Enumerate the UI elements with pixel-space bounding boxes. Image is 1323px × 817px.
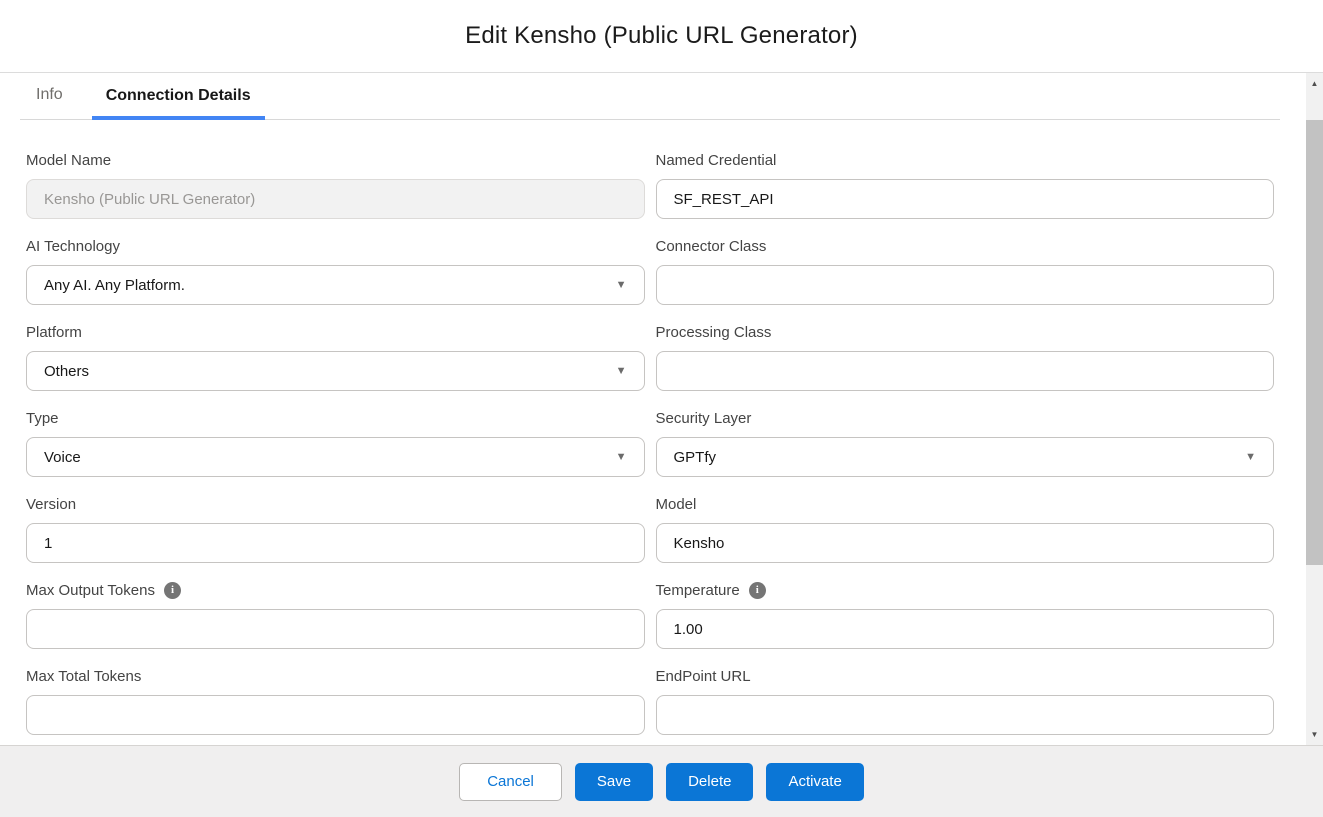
- ai-technology-selected-value: Any AI. Any Platform.: [44, 276, 185, 294]
- connector-class-input[interactable]: [655, 265, 1274, 305]
- chevron-down-icon: ▼: [615, 278, 627, 291]
- temperature-input[interactable]: [655, 609, 1274, 649]
- temperature-label: Temperature: [655, 581, 740, 599]
- type-selected-value: Voice: [44, 448, 81, 466]
- field-platform: Platform Others ▼: [26, 322, 645, 391]
- field-label-row: Temperature i: [656, 580, 1275, 600]
- field-label-row: Type: [26, 408, 645, 428]
- version-label: Version: [26, 495, 77, 513]
- version-input[interactable]: [26, 523, 645, 563]
- info-icon[interactable]: i: [748, 581, 766, 599]
- field-label-row: Max Total Tokens: [26, 666, 645, 686]
- field-model-name: Model Name: [26, 150, 645, 219]
- field-label-row: Named Credential: [656, 150, 1275, 170]
- type-label: Type: [26, 409, 59, 427]
- processing-class-label: Processing Class: [655, 323, 772, 341]
- field-version: Version: [26, 494, 645, 563]
- named-credential-input[interactable]: [655, 179, 1274, 219]
- field-connector-class: Connector Class: [655, 236, 1275, 305]
- page-title: Edit Kensho (Public URL Generator): [465, 22, 858, 49]
- field-type: Type Voice ▼: [26, 408, 645, 477]
- connector-class-label: Connector Class: [655, 237, 767, 255]
- ai-technology-label: AI Technology: [26, 237, 120, 255]
- info-icon[interactable]: i: [163, 581, 181, 599]
- field-max-total-tokens: Max Total Tokens: [26, 666, 645, 735]
- field-security-layer: Security Layer GPTfy ▼: [655, 408, 1275, 477]
- security-layer-select[interactable]: GPTfy ▼: [655, 437, 1274, 477]
- security-layer-label: Security Layer: [655, 409, 752, 427]
- type-select[interactable]: Voice ▼: [26, 437, 645, 477]
- endpoint-url-input[interactable]: [655, 695, 1274, 735]
- model-name-label: Model Name: [26, 151, 112, 169]
- platform-label: Platform: [26, 323, 82, 341]
- named-credential-label: Named Credential: [655, 151, 777, 169]
- field-label-row: Max Output Tokens i: [26, 580, 645, 600]
- max-total-tokens-input[interactable]: [26, 695, 645, 735]
- max-output-tokens-label: Max Output Tokens: [26, 581, 155, 599]
- tab-connection-details[interactable]: Connection Details: [91, 87, 265, 120]
- scrollbar[interactable]: ▲ ▼: [1306, 73, 1323, 745]
- tab-bar: Info Connection Details: [20, 73, 1280, 120]
- max-output-tokens-input[interactable]: [26, 609, 645, 649]
- tab-info[interactable]: Info: [36, 86, 63, 103]
- field-label-row: Platform: [26, 322, 645, 342]
- model-input[interactable]: [655, 523, 1274, 563]
- field-processing-class: Processing Class: [655, 322, 1275, 391]
- modal-header: Edit Kensho (Public URL Generator): [0, 0, 1323, 73]
- scroll-up-icon[interactable]: ▲: [1310, 79, 1319, 88]
- model-name-input: [26, 179, 645, 219]
- field-label-row: Connector Class: [656, 236, 1275, 256]
- cancel-button[interactable]: Cancel: [459, 762, 562, 801]
- field-max-output-tokens: Max Output Tokens i: [26, 580, 645, 649]
- field-label-row: EndPoint URL: [656, 666, 1275, 686]
- field-label-row: AI Technology: [26, 236, 645, 256]
- connection-details-form: Model NameNamed CredentialAI TechnologyA…: [26, 150, 1274, 752]
- modal-footer: Cancel Save Delete Activate: [0, 745, 1323, 817]
- scroll-down-icon[interactable]: ▼: [1310, 730, 1319, 739]
- processing-class-input[interactable]: [655, 351, 1274, 391]
- endpoint-url-label: EndPoint URL: [655, 667, 751, 685]
- activate-button[interactable]: Activate: [766, 762, 864, 801]
- model-label: Model: [655, 495, 697, 513]
- save-button[interactable]: Save: [574, 762, 654, 801]
- field-endpoint-url: EndPoint URL: [655, 666, 1275, 735]
- field-named-credential: Named Credential: [655, 150, 1275, 219]
- ai-technology-select[interactable]: Any AI. Any Platform. ▼: [26, 265, 645, 305]
- field-label-row: Version: [26, 494, 645, 514]
- field-label-row: Processing Class: [656, 322, 1275, 342]
- scrollbar-thumb[interactable]: [1306, 120, 1323, 565]
- field-model: Model: [655, 494, 1275, 563]
- platform-selected-value: Others: [44, 362, 90, 380]
- chevron-down-icon: ▼: [1245, 450, 1256, 463]
- field-label-row: Security Layer: [656, 408, 1275, 428]
- delete-button[interactable]: Delete: [666, 762, 754, 801]
- chevron-down-icon: ▼: [615, 364, 627, 377]
- chevron-down-icon: ▼: [615, 450, 627, 463]
- max-total-tokens-label: Max Total Tokens: [26, 667, 142, 685]
- field-temperature: Temperature i: [655, 580, 1275, 649]
- security-layer-selected-value: GPTfy: [673, 448, 717, 466]
- field-label-row: Model: [656, 494, 1275, 514]
- field-label-row: Model Name: [26, 150, 645, 170]
- platform-select[interactable]: Others ▼: [26, 351, 645, 391]
- field-ai-technology: AI Technology Any AI. Any Platform. ▼: [26, 236, 645, 305]
